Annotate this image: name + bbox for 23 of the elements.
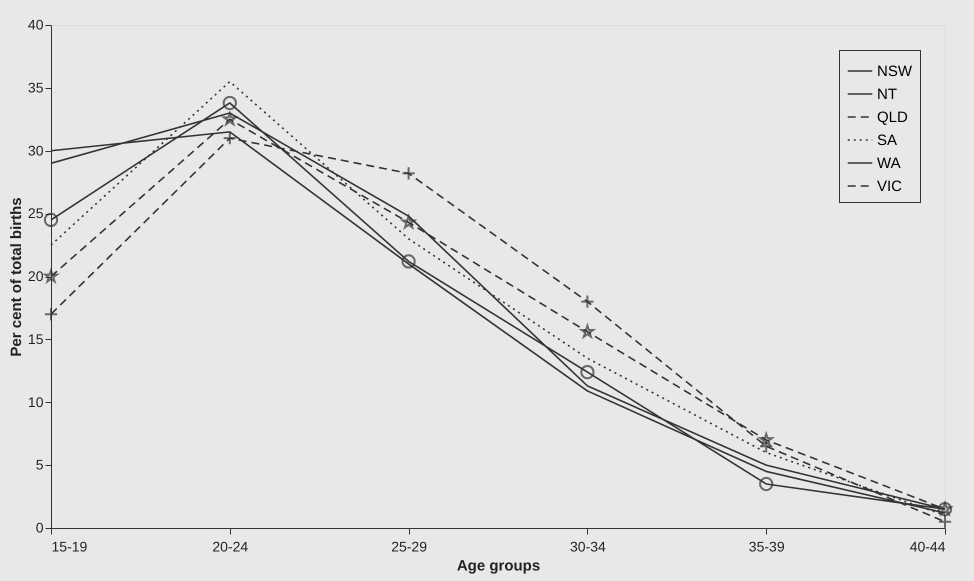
x-tick-label: 15-19	[52, 538, 88, 554]
x-tick-label: 35-39	[748, 538, 785, 554]
legend-label: SA	[877, 132, 898, 149]
y-tick-label: 40	[28, 16, 44, 32]
y-tick-label: 25	[28, 205, 44, 222]
y-tick-label: 0	[36, 520, 44, 536]
y-tick-label: 35	[28, 79, 44, 96]
y-tick-label: 10	[28, 394, 44, 410]
y-tick-label: 30	[28, 142, 44, 158]
y-tick-label: 20	[28, 268, 44, 284]
y-tick-label: 15	[28, 330, 44, 347]
x-tick-label: 20-24	[212, 538, 248, 554]
y-axis-title: Per cent of total births	[8, 197, 25, 357]
x-tick-label: 25-29	[391, 538, 428, 554]
x-axis-title: Age groups	[456, 558, 540, 574]
legend-label: WA	[877, 155, 901, 172]
legend-label: VIC	[877, 178, 902, 195]
y-tick-label: 5	[36, 456, 44, 473]
legend-label: NSW	[877, 63, 913, 80]
legend-label: QLD	[877, 109, 908, 126]
x-tick-label: 40-44	[910, 538, 946, 554]
x-tick-label: 30-34	[570, 538, 606, 554]
legend-label: NT	[877, 86, 897, 103]
